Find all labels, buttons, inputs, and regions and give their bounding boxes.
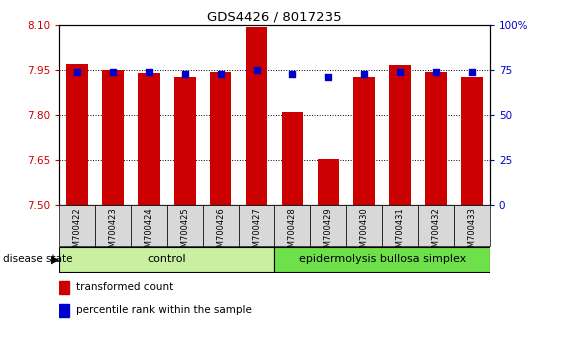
Bar — [389, 65, 411, 205]
Text: GSM700428: GSM700428 — [288, 207, 297, 258]
Text: GSM700427: GSM700427 — [252, 207, 261, 258]
Text: GSM700432: GSM700432 — [431, 207, 440, 258]
Point — [396, 69, 405, 75]
Bar — [318, 159, 339, 205]
Text: GSM700430: GSM700430 — [360, 207, 369, 258]
Bar — [275, 247, 490, 272]
Text: epidermolysis bullosa simplex: epidermolysis bullosa simplex — [298, 254, 466, 264]
Bar — [95, 205, 131, 246]
Bar — [131, 205, 167, 246]
Point — [109, 69, 118, 75]
Point — [180, 71, 189, 76]
Bar — [167, 205, 203, 246]
Point — [360, 71, 369, 76]
Bar — [59, 304, 69, 316]
Text: GSM700425: GSM700425 — [180, 207, 189, 258]
Bar — [203, 205, 239, 246]
Title: GDS4426 / 8017235: GDS4426 / 8017235 — [207, 11, 342, 24]
Bar — [282, 112, 303, 205]
Text: GSM700422: GSM700422 — [73, 207, 82, 258]
Bar — [275, 205, 310, 246]
Bar — [102, 70, 124, 205]
Bar — [239, 205, 275, 246]
Point — [216, 71, 225, 76]
Bar — [382, 205, 418, 246]
Point — [431, 69, 440, 75]
Text: GSM700431: GSM700431 — [396, 207, 405, 258]
Text: GSM700423: GSM700423 — [109, 207, 118, 258]
Bar — [354, 76, 375, 205]
Bar — [59, 205, 95, 246]
Text: transformed count: transformed count — [76, 282, 173, 292]
Point — [467, 69, 476, 75]
Point — [252, 67, 261, 73]
Bar — [59, 247, 275, 272]
Bar — [138, 73, 160, 205]
Text: GSM700429: GSM700429 — [324, 207, 333, 258]
Text: control: control — [148, 254, 186, 264]
Point — [73, 69, 82, 75]
Bar — [454, 205, 490, 246]
Text: GSM700424: GSM700424 — [144, 207, 153, 258]
Bar — [346, 205, 382, 246]
Bar — [461, 76, 482, 205]
Bar — [425, 72, 446, 205]
Point — [324, 74, 333, 80]
Text: ▶: ▶ — [51, 254, 59, 264]
Bar — [210, 72, 231, 205]
Text: GSM700426: GSM700426 — [216, 207, 225, 258]
Text: GSM700433: GSM700433 — [467, 207, 476, 258]
Text: disease state: disease state — [3, 254, 72, 264]
Bar — [418, 205, 454, 246]
Bar — [245, 27, 267, 205]
Bar — [59, 281, 69, 293]
Text: percentile rank within the sample: percentile rank within the sample — [76, 305, 252, 315]
Bar — [66, 64, 88, 205]
Point — [144, 69, 153, 75]
Bar — [174, 76, 195, 205]
Bar — [310, 205, 346, 246]
Point — [288, 71, 297, 76]
